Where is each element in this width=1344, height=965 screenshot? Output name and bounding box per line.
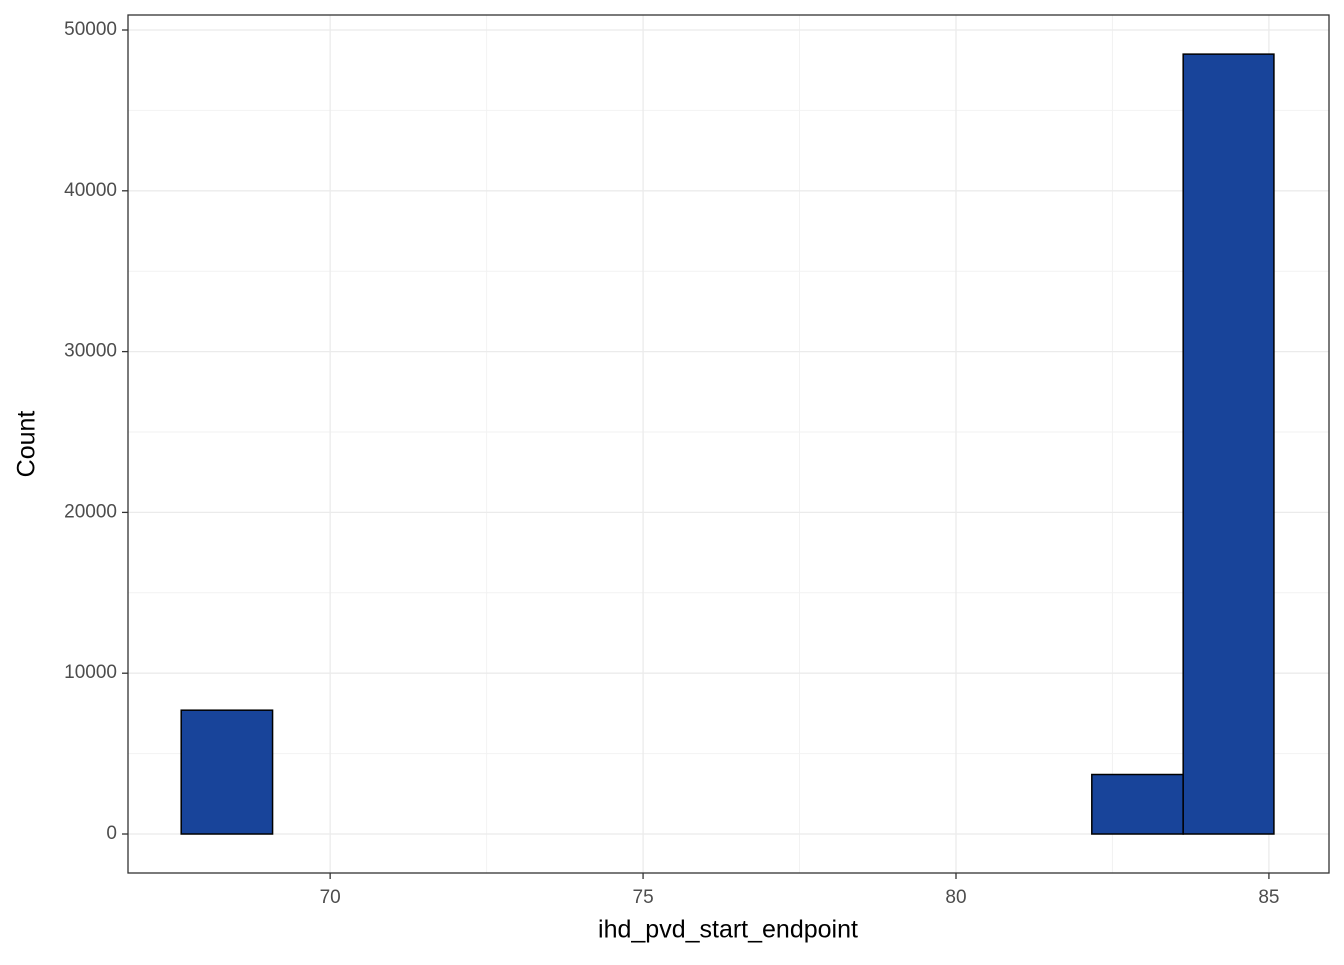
x-tick-label: 80 <box>945 887 966 908</box>
y-axis-title: Count <box>13 411 41 478</box>
y-tick-label: 40000 <box>64 180 117 201</box>
bar <box>180 709 274 835</box>
y-tick-label: 50000 <box>64 19 117 40</box>
x-tick-label: 85 <box>1258 887 1279 908</box>
y-tick-label: 20000 <box>64 501 117 522</box>
y-tick-label: 30000 <box>64 341 117 362</box>
bars <box>180 53 1275 835</box>
x-tick-label: 75 <box>633 887 654 908</box>
bar <box>1182 53 1275 835</box>
grid <box>128 15 1329 873</box>
x-tick-label: 70 <box>320 887 341 908</box>
bar <box>1091 773 1184 835</box>
panel-border <box>127 14 1330 874</box>
y-tick-label: 0 <box>106 823 117 844</box>
y-tick-label: 10000 <box>64 662 117 683</box>
x-axis-title: ihd_pvd_start_endpoint <box>598 916 858 944</box>
